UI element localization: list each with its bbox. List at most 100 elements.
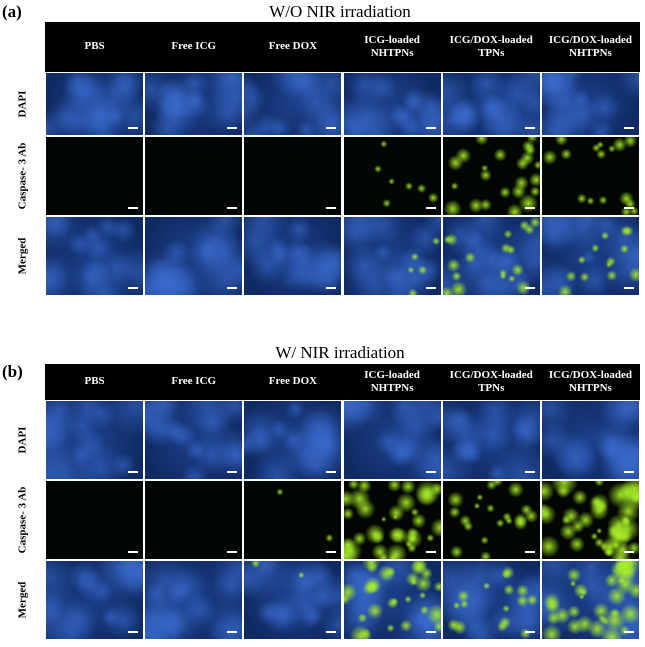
micrograph bbox=[244, 481, 342, 559]
scale-bar bbox=[425, 551, 436, 553]
scale-bar bbox=[623, 207, 634, 209]
scale-bar bbox=[227, 551, 238, 553]
scale-bar bbox=[524, 471, 535, 473]
row-header: Merged bbox=[0, 216, 45, 296]
micrograph bbox=[442, 401, 540, 479]
micrograph bbox=[46, 481, 144, 559]
micrograph bbox=[46, 73, 144, 135]
micrograph bbox=[145, 401, 243, 479]
scale-bar bbox=[227, 127, 238, 129]
scale-bar bbox=[326, 127, 337, 129]
row-label: DAPI bbox=[16, 426, 29, 454]
scale-bar bbox=[623, 631, 634, 633]
scale-bar bbox=[326, 287, 337, 289]
micrograph bbox=[541, 481, 639, 559]
micrograph bbox=[46, 561, 144, 639]
micrograph bbox=[244, 73, 342, 135]
micrograph bbox=[442, 137, 540, 215]
row-label: Merged bbox=[16, 237, 29, 275]
scale-bar bbox=[128, 471, 139, 473]
row-header: Merged bbox=[0, 560, 45, 640]
micrograph bbox=[244, 401, 342, 479]
row-header: DAPI bbox=[0, 400, 45, 480]
micrograph bbox=[541, 217, 639, 295]
row-label: DAPI bbox=[16, 90, 29, 118]
scale-bar bbox=[623, 471, 634, 473]
row-header: Caspase- 3 Ab bbox=[0, 480, 45, 560]
scale-bar bbox=[128, 127, 139, 129]
micrograph bbox=[442, 73, 540, 135]
scale-bar bbox=[425, 207, 436, 209]
scale-bar bbox=[425, 287, 436, 289]
column-header: Free ICG bbox=[171, 40, 217, 53]
micrograph bbox=[343, 217, 441, 295]
row-label: Merged bbox=[16, 581, 29, 619]
scale-bar bbox=[128, 631, 139, 633]
scale-bar bbox=[425, 127, 436, 129]
micrograph bbox=[343, 137, 441, 215]
scale-bar bbox=[425, 471, 436, 473]
column-header: ICG-loaded NHTPNs bbox=[364, 33, 420, 59]
micrograph bbox=[343, 73, 441, 135]
header-band bbox=[45, 22, 640, 72]
header-band bbox=[45, 364, 640, 400]
scale-bar bbox=[524, 551, 535, 553]
scale-bar bbox=[326, 471, 337, 473]
panel-title: W/ NIR irradiation bbox=[275, 343, 405, 362]
scale-bar bbox=[326, 631, 337, 633]
micrograph bbox=[145, 137, 243, 215]
micrograph bbox=[46, 401, 144, 479]
micrograph bbox=[145, 561, 243, 639]
scale-bar bbox=[524, 631, 535, 633]
micrograph bbox=[343, 561, 441, 639]
micrograph bbox=[343, 401, 441, 479]
panel-label: (b) bbox=[2, 362, 23, 381]
micrograph bbox=[442, 481, 540, 559]
column-header: ICG/DOX-loaded NHTPNs bbox=[548, 368, 632, 394]
micrograph bbox=[244, 561, 342, 639]
scale-bar bbox=[623, 287, 634, 289]
row-header: Caspase- 3 Ab bbox=[0, 136, 45, 216]
column-header: PBS bbox=[84, 40, 105, 53]
column-header: Free DOX bbox=[268, 40, 318, 53]
scale-bar bbox=[524, 207, 535, 209]
micrograph bbox=[244, 137, 342, 215]
scale-bar bbox=[623, 551, 634, 553]
column-header: ICG-loaded NHTPNs bbox=[364, 368, 420, 394]
scale-bar bbox=[623, 127, 634, 129]
row-label: Caspase- 3 Ab bbox=[16, 486, 29, 554]
column-header: ICG/DOX-loaded NHTPNs bbox=[548, 33, 632, 59]
panel-label: (a) bbox=[2, 2, 22, 21]
column-header: ICG/DOX-loaded TPNs bbox=[449, 33, 533, 59]
micrograph bbox=[541, 73, 639, 135]
micrograph bbox=[145, 217, 243, 295]
column-header: PBS bbox=[84, 375, 105, 388]
scale-bar bbox=[227, 631, 238, 633]
scale-bar bbox=[128, 551, 139, 553]
scale-bar bbox=[425, 631, 436, 633]
scale-bar bbox=[227, 287, 238, 289]
micrograph bbox=[442, 217, 540, 295]
scale-bar bbox=[128, 287, 139, 289]
micrograph bbox=[46, 217, 144, 295]
micrograph bbox=[541, 561, 639, 639]
scale-bar bbox=[227, 207, 238, 209]
column-header: Free DOX bbox=[268, 375, 318, 388]
micrograph bbox=[442, 561, 540, 639]
column-header: Free ICG bbox=[171, 375, 217, 388]
scale-bar bbox=[326, 551, 337, 553]
micrograph bbox=[244, 217, 342, 295]
scale-bar bbox=[524, 127, 535, 129]
micrograph bbox=[46, 137, 144, 215]
scale-bar bbox=[128, 207, 139, 209]
row-header: DAPI bbox=[0, 72, 45, 136]
panel-title: W/O NIR irradiation bbox=[269, 2, 411, 21]
scale-bar bbox=[524, 287, 535, 289]
row-label: Caspase- 3 Ab bbox=[16, 142, 29, 210]
micrograph bbox=[145, 481, 243, 559]
scale-bar bbox=[227, 471, 238, 473]
micrograph bbox=[541, 137, 639, 215]
micrograph bbox=[145, 73, 243, 135]
micrograph bbox=[541, 401, 639, 479]
